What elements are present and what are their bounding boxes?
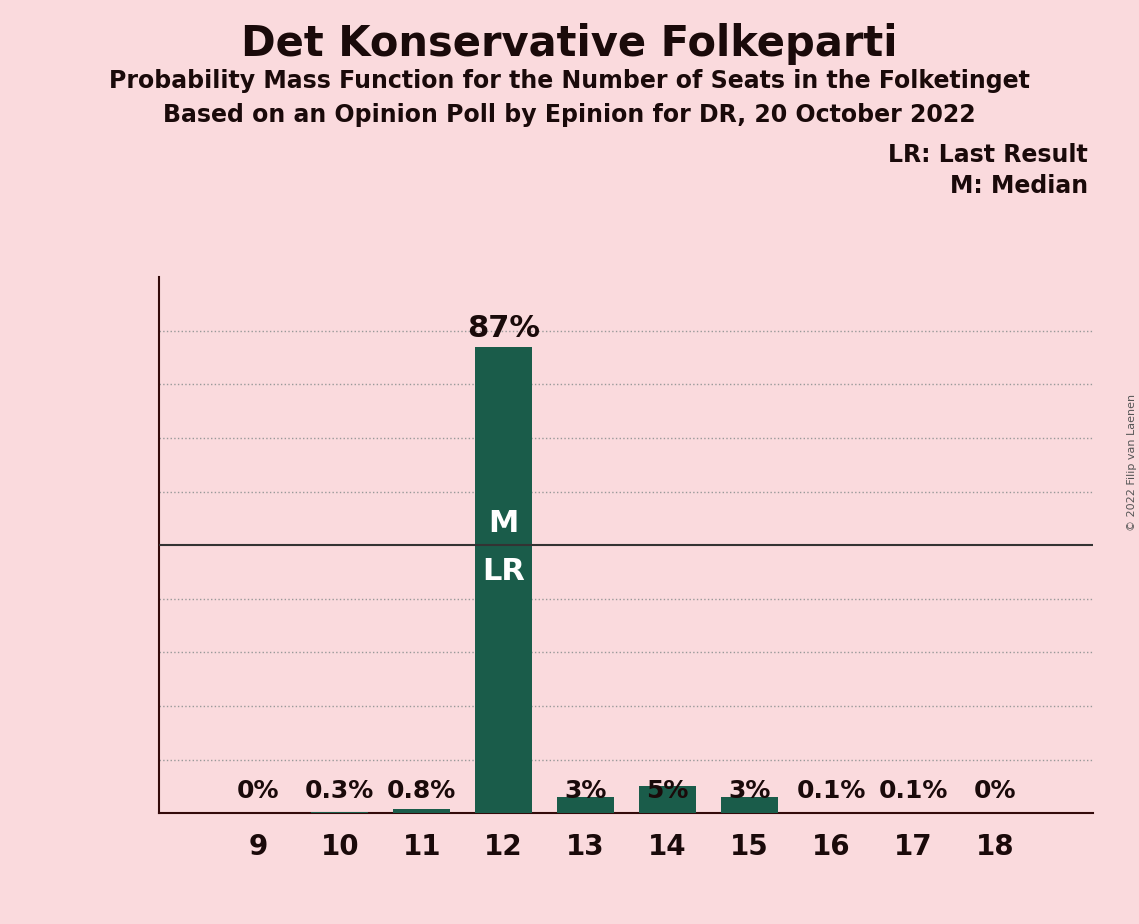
Text: M: Median: M: Median bbox=[950, 174, 1088, 198]
Bar bbox=[311, 811, 368, 813]
Text: 0.3%: 0.3% bbox=[305, 780, 375, 804]
Bar bbox=[393, 808, 450, 813]
Text: Probability Mass Function for the Number of Seats in the Folketinget: Probability Mass Function for the Number… bbox=[109, 69, 1030, 93]
Bar bbox=[475, 346, 532, 813]
Text: 5%: 5% bbox=[646, 780, 689, 804]
Text: 0.1%: 0.1% bbox=[878, 780, 948, 804]
Text: 0%: 0% bbox=[237, 780, 279, 804]
Text: LR: LR bbox=[482, 557, 525, 587]
Text: 0%: 0% bbox=[974, 780, 1016, 804]
Text: 3%: 3% bbox=[728, 780, 770, 804]
Bar bbox=[721, 797, 778, 813]
Text: LR: Last Result: LR: Last Result bbox=[888, 143, 1088, 167]
Text: 0.8%: 0.8% bbox=[387, 780, 457, 804]
Text: M: M bbox=[489, 509, 518, 538]
Text: 3%: 3% bbox=[564, 780, 607, 804]
Text: © 2022 Filip van Laenen: © 2022 Filip van Laenen bbox=[1126, 394, 1137, 530]
Text: Det Konservative Folkeparti: Det Konservative Folkeparti bbox=[241, 23, 898, 65]
Bar bbox=[557, 797, 614, 813]
Bar bbox=[639, 786, 696, 813]
Text: 0.1%: 0.1% bbox=[796, 780, 866, 804]
Text: Based on an Opinion Poll by Epinion for DR, 20 October 2022: Based on an Opinion Poll by Epinion for … bbox=[163, 103, 976, 128]
Text: 87%: 87% bbox=[467, 313, 540, 343]
